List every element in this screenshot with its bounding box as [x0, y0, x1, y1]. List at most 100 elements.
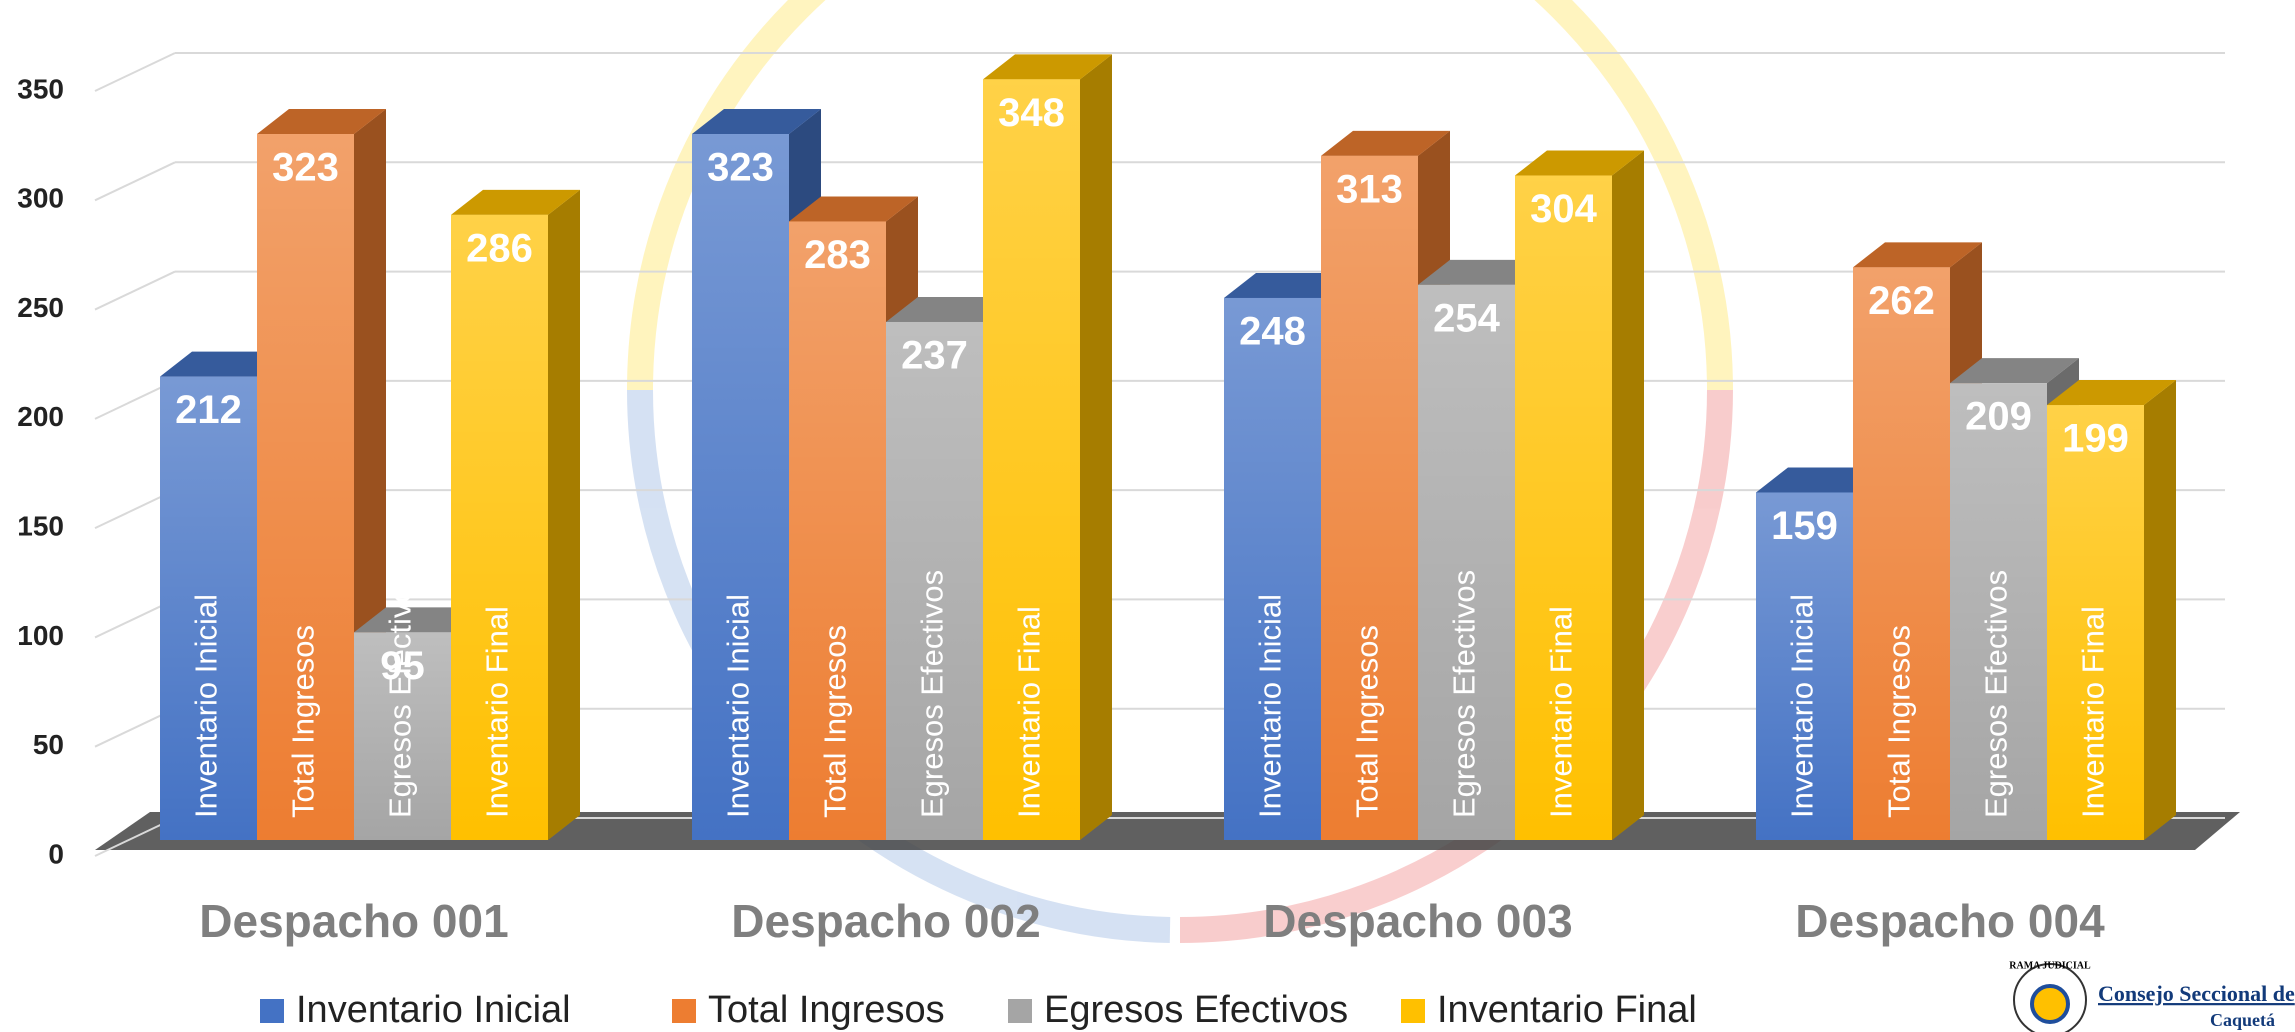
logo-org: RAMA JUDICIAL	[2009, 960, 2091, 971]
bar-top-shade	[983, 54, 1112, 80]
bar-series-label: Total Ingresos	[1350, 625, 1385, 818]
bar-series-label: Egresos Efectivos	[915, 570, 950, 818]
bar-shine	[983, 79, 1080, 840]
bar-side-shade	[548, 189, 580, 840]
bar-side	[1612, 150, 1644, 841]
bar-shine	[1418, 284, 1515, 840]
logo: RAMA JUDICIAL Consejo Seccional de Caque…	[2009, 960, 2295, 1032]
bar-top-shade	[1515, 150, 1644, 176]
bar-top-shade	[789, 196, 918, 222]
bar-top-shade	[1853, 242, 1982, 268]
y-tick-label: 100	[17, 620, 64, 651]
legend-label: Inventario Inicial	[296, 989, 571, 1031]
bar-shine	[1950, 383, 2047, 840]
bar-shine	[1224, 297, 1321, 840]
bar-top-shade	[451, 189, 580, 215]
legend-swatch	[1401, 999, 1425, 1023]
data-label: 313	[1336, 167, 1403, 211]
bar-top	[451, 189, 580, 215]
bar-top	[886, 296, 1015, 322]
data-label: 304	[1530, 187, 1597, 231]
bar-top-shade	[1950, 358, 2079, 384]
bar-side-shade	[1080, 54, 1112, 840]
legend-label: Egresos Efectivos	[1044, 989, 1348, 1031]
grid-line	[94, 270, 176, 311]
y-tick-label: 150	[17, 511, 64, 542]
y-tick-label: 200	[17, 401, 64, 432]
x-tick-label: Despacho 004	[1795, 895, 2105, 947]
data-label: 212	[175, 388, 242, 432]
bar-series-label: Inventario Inicial	[721, 594, 756, 818]
bar-shine	[1321, 155, 1418, 840]
bar-top	[983, 54, 1112, 80]
bar-shine	[160, 376, 257, 840]
bar-shine	[789, 221, 886, 840]
bar-series-label: Inventario Inicial	[189, 594, 224, 818]
legend-swatch	[1008, 999, 1032, 1023]
bar-top	[257, 109, 386, 135]
bar-series-label: Egresos Efectivos	[1979, 570, 2014, 818]
bar-series-label: Inventario Final	[480, 606, 515, 818]
y-tick-label: 300	[17, 183, 64, 214]
data-label: 323	[272, 146, 339, 190]
bar-series-label: Total Ingresos	[818, 625, 853, 818]
data-label: 262	[1868, 279, 1935, 323]
data-label: 348	[998, 91, 1065, 135]
bar-shine	[886, 321, 983, 840]
data-label: 199	[2062, 417, 2129, 461]
bar-top-shade	[257, 109, 386, 135]
bar-top-shade	[160, 351, 289, 377]
legend-swatch	[260, 999, 284, 1023]
x-tick-label: Despacho 003	[1263, 895, 1572, 947]
bar-series-label: Inventario Inicial	[1785, 594, 1820, 818]
bar-top	[1224, 272, 1353, 298]
bar-top	[1950, 358, 2079, 384]
bar-top	[1853, 242, 1982, 268]
y-tick-label: 350	[17, 73, 64, 104]
data-label: 237	[901, 334, 968, 378]
logo-subtext: Caquetá	[2210, 1010, 2275, 1030]
bar-side-shade	[2144, 380, 2176, 840]
bar-series-label: Total Ingresos	[1882, 625, 1917, 818]
data-label: 286	[466, 226, 533, 270]
bar-shine	[692, 134, 789, 840]
x-tick-label: Despacho 002	[731, 895, 1040, 947]
bar-top	[354, 607, 483, 633]
legend-label: Total Ingresos	[708, 989, 945, 1031]
bar-shine	[2047, 405, 2144, 840]
bar-top-shade	[1756, 467, 1885, 493]
bar-top	[1515, 150, 1644, 176]
floor-shadow	[95, 812, 2240, 850]
bar-top	[1756, 467, 1885, 493]
bar-top-shade	[2047, 380, 2176, 406]
y-tick-label: 50	[33, 729, 64, 760]
bar-top	[789, 196, 918, 222]
bar-top	[1321, 130, 1450, 156]
y-tick-label: 0	[48, 838, 64, 869]
bar-top-shade	[886, 296, 1015, 322]
bar-top-shade	[1418, 259, 1547, 285]
bar-series-label: Inventario Inicial	[1253, 594, 1288, 818]
bar-top-shade	[692, 109, 821, 135]
x-tick-label: Despacho 001	[199, 895, 508, 947]
bar-series-label: Inventario Final	[1544, 606, 1579, 818]
bar-top	[2047, 380, 2176, 406]
logo-emblem-core	[2030, 984, 2070, 1024]
grid-line	[94, 52, 176, 92]
logo-text: Consejo Seccional de	[2098, 981, 2295, 1006]
bar-shine	[1756, 492, 1853, 840]
bar-side	[2144, 380, 2176, 840]
bar-top	[692, 109, 821, 135]
data-label: 209	[1965, 395, 2032, 439]
bar-top	[1418, 259, 1547, 285]
bar-top-shade	[1321, 130, 1450, 156]
legend-label: Inventario Final	[1437, 989, 1697, 1031]
y-tick-label: 250	[17, 292, 64, 323]
grid-line	[94, 161, 176, 202]
bar-shine	[354, 632, 451, 840]
bar-side	[1080, 54, 1112, 840]
bar-top	[160, 351, 289, 377]
bar-series-label: Egresos Efectivos	[383, 570, 418, 818]
bar-top-shade	[1224, 272, 1353, 298]
